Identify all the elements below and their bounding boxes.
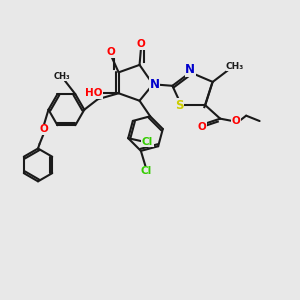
Text: CH₃: CH₃ <box>54 72 70 81</box>
Text: O: O <box>198 122 207 132</box>
Text: O: O <box>137 39 146 49</box>
Text: N: N <box>149 78 160 91</box>
Text: O: O <box>107 47 116 57</box>
Text: CH₃: CH₃ <box>226 62 244 71</box>
Text: Cl: Cl <box>142 137 153 147</box>
Text: O: O <box>232 116 241 126</box>
Text: N: N <box>185 64 195 76</box>
Text: Cl: Cl <box>140 166 152 176</box>
Text: S: S <box>175 99 183 112</box>
Text: O: O <box>40 124 48 134</box>
Text: HO: HO <box>85 88 102 98</box>
